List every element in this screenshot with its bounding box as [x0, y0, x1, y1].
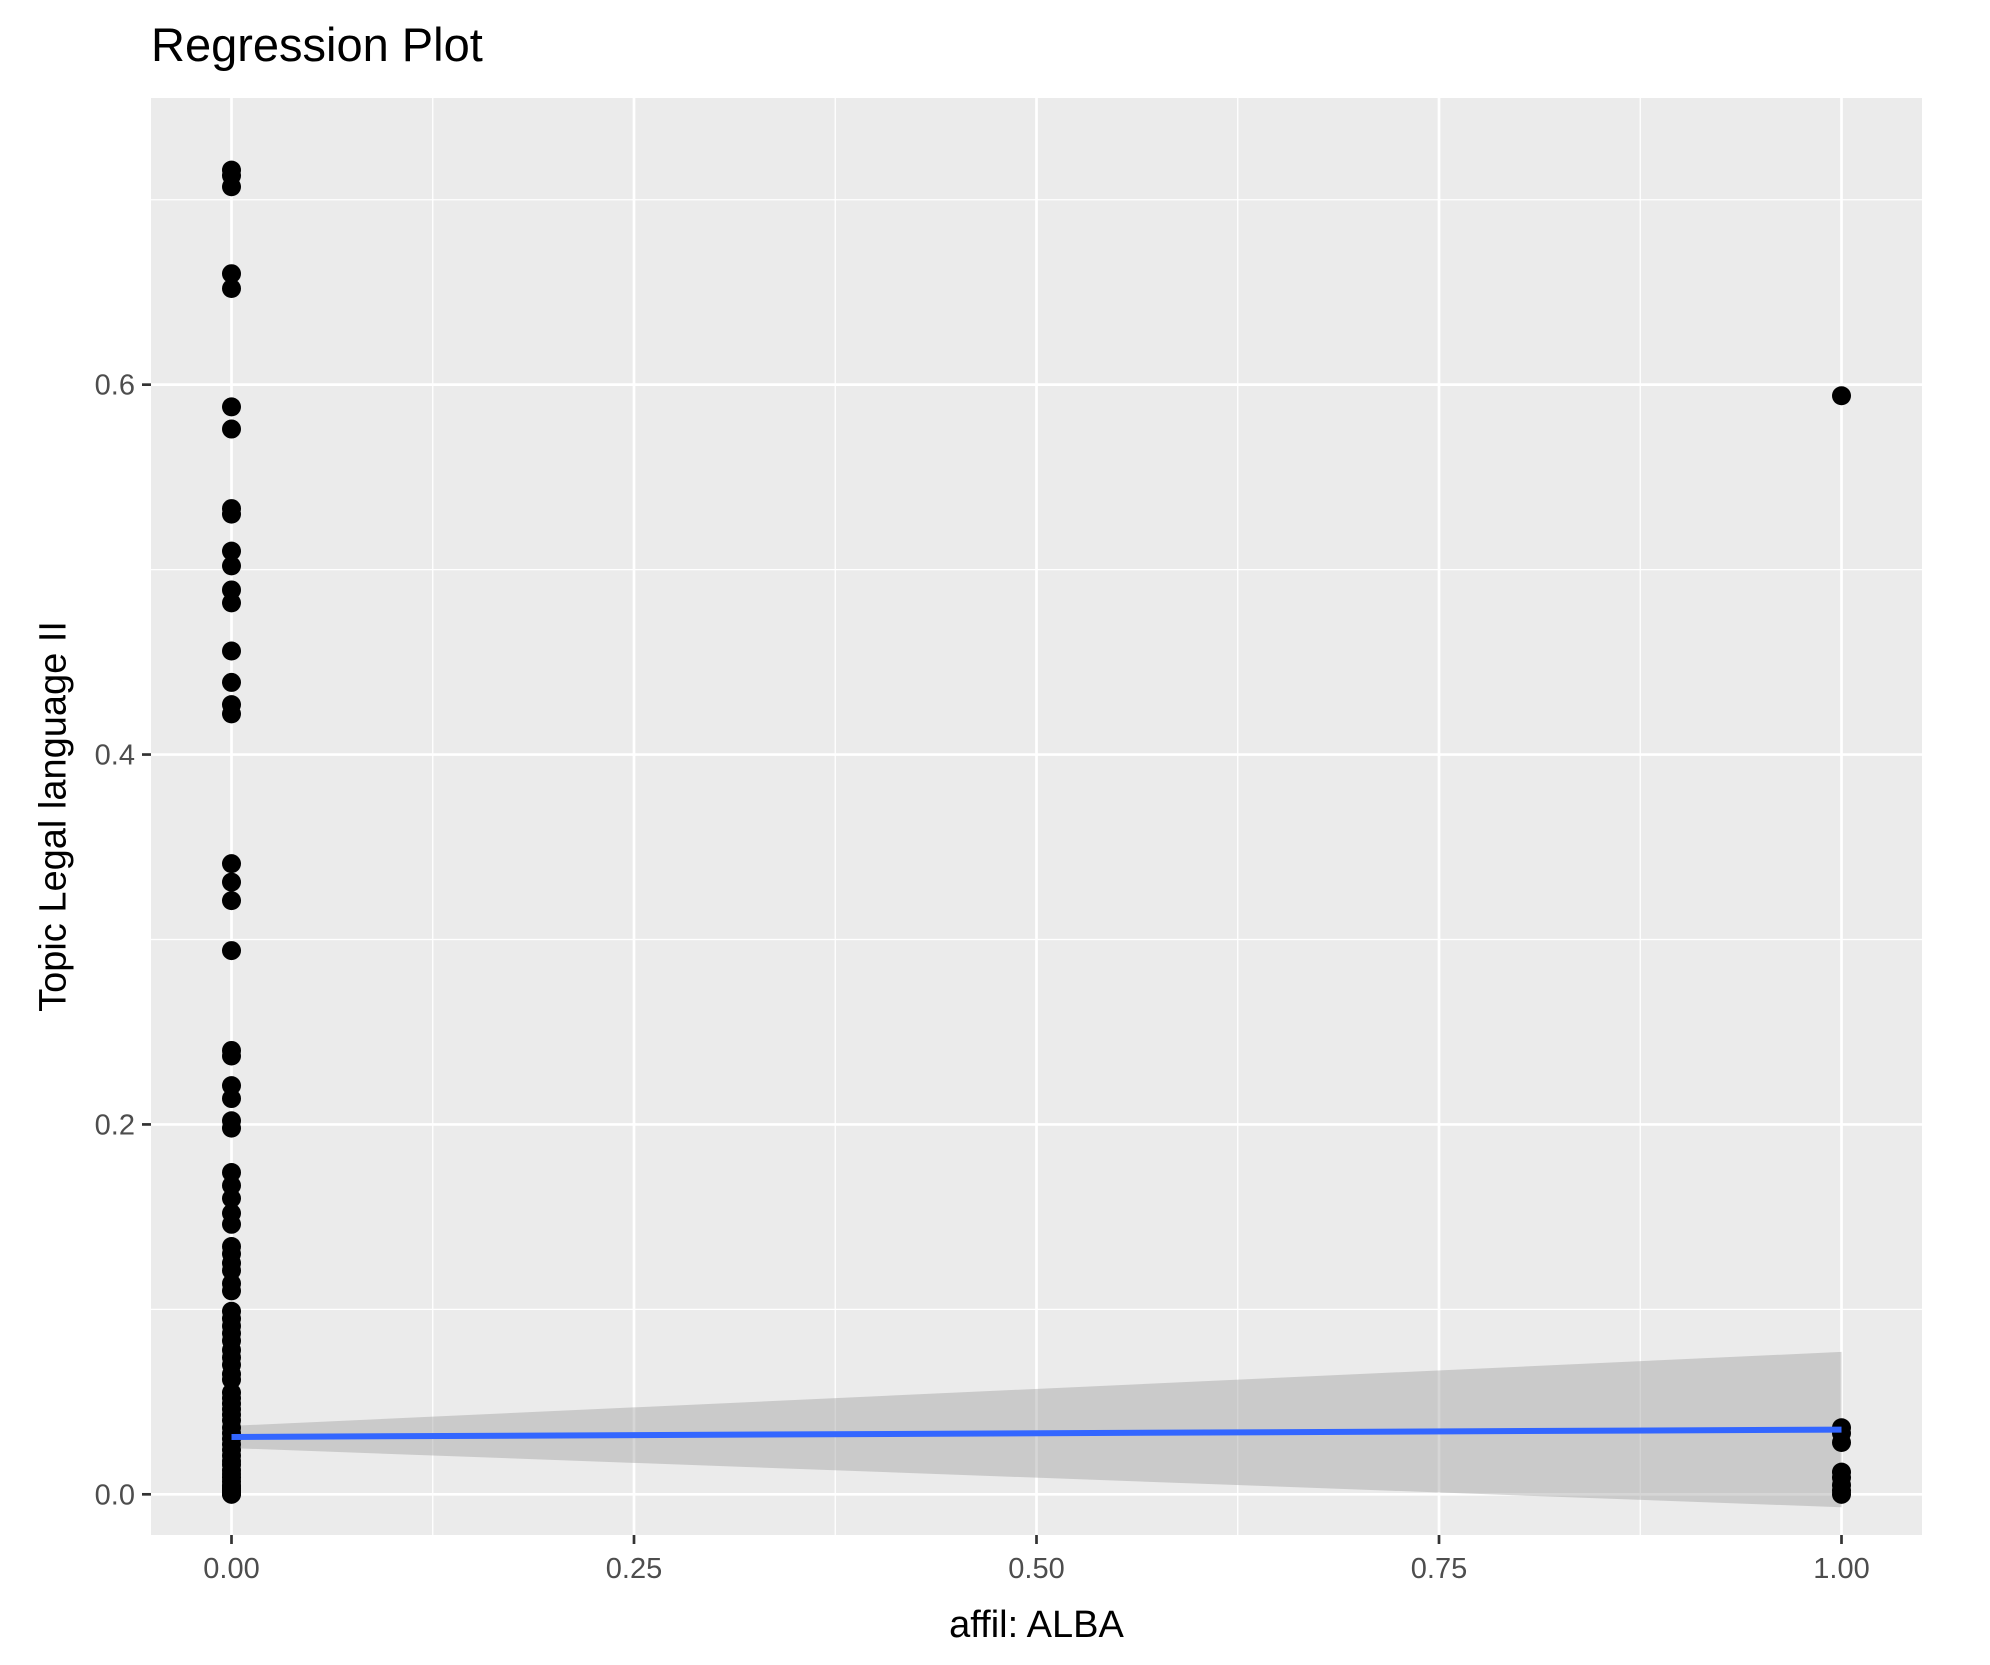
x-tick-label: 1.00	[1813, 1553, 1869, 1585]
data-point	[222, 872, 241, 892]
data-point	[222, 704, 241, 724]
data-point	[222, 1046, 241, 1066]
data-point	[1832, 386, 1851, 406]
data-point	[222, 541, 241, 561]
data-point	[222, 278, 241, 298]
x-tick-label: 0.25	[606, 1553, 662, 1585]
regression-line	[231, 1426, 1842, 1440]
y-axis-title: Topic Legal language II	[32, 621, 74, 1012]
data-point	[222, 1214, 241, 1234]
data-point	[222, 264, 241, 284]
data-point	[222, 941, 241, 961]
data-point	[1832, 1484, 1851, 1504]
y-axis: 0.0 0.2 0.4 0.6	[95, 370, 151, 1511]
data-point	[222, 641, 241, 661]
data-point	[222, 1089, 241, 1109]
x-axis-title: affil: ALBA	[949, 1604, 1124, 1646]
data-point	[222, 419, 241, 439]
data-points	[222, 160, 1851, 1504]
data-point	[222, 397, 241, 417]
chart-title: Regression Plot	[151, 18, 483, 71]
data-point	[1832, 1433, 1851, 1453]
data-point	[222, 1118, 241, 1138]
y-tick-label: 0.0	[95, 1479, 135, 1511]
data-point	[222, 177, 241, 197]
x-tick-label: 0.75	[1411, 1553, 1467, 1585]
data-point	[222, 556, 241, 576]
y-tick-label: 0.2	[95, 1109, 135, 1141]
x-tick-label: 0.00	[203, 1553, 259, 1585]
x-axis: 0.00 0.25 0.50 0.75 1.00	[203, 1535, 1870, 1585]
data-point	[222, 672, 241, 692]
data-point	[222, 891, 241, 911]
data-point	[222, 593, 241, 613]
data-point	[222, 854, 241, 874]
y-tick-label: 0.4	[95, 740, 135, 772]
data-point	[222, 1484, 241, 1504]
confidence-band	[231, 1351, 1842, 1508]
data-point	[222, 1188, 241, 1208]
data-point	[222, 504, 241, 524]
data-point	[222, 1281, 241, 1301]
x-tick-label: 0.50	[1008, 1553, 1064, 1585]
y-tick-label: 0.6	[95, 370, 135, 402]
